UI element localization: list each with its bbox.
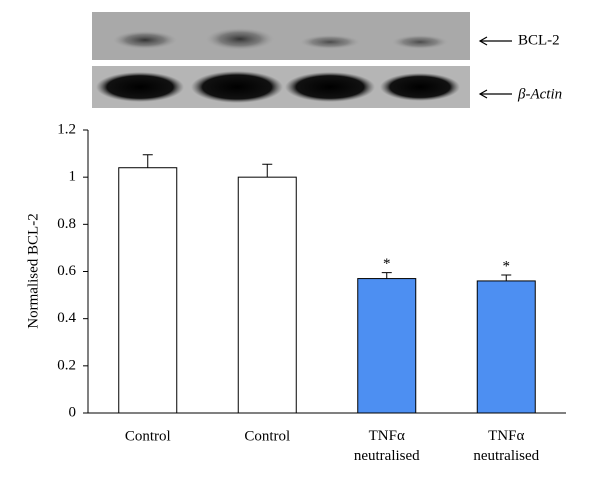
y-tick-label: 0 — [69, 404, 77, 420]
y-tick-label: 0.2 — [57, 357, 76, 373]
y-tick-label: 0.8 — [57, 216, 76, 232]
blot-band — [285, 72, 375, 102]
arrow-head — [478, 36, 488, 46]
blot-band — [300, 35, 360, 49]
y-tick-label: 0.4 — [57, 310, 76, 326]
y-tick-label: 1.2 — [57, 121, 76, 137]
bar — [476, 280, 536, 414]
bar — [357, 278, 417, 414]
x-tick-label: TNFα neutralised — [473, 428, 539, 464]
blot-band — [113, 31, 177, 49]
blot-band — [380, 73, 460, 101]
blot-band — [206, 28, 274, 50]
blot-label: BCL-2 — [518, 32, 560, 48]
x-tick-label: Control — [244, 428, 290, 444]
error-bar — [262, 163, 273, 178]
error-bar — [142, 154, 153, 168]
significance-label: * — [383, 256, 391, 272]
y-axis-label: Normalised BCL-2 — [25, 213, 41, 328]
significance-label: * — [503, 258, 511, 274]
y-tick-label: 1 — [69, 169, 77, 185]
bar — [237, 176, 297, 414]
bar — [118, 167, 178, 414]
x-tick-label: TNFα neutralised — [354, 428, 420, 464]
error-bar — [501, 274, 512, 281]
western-blot: BCL-2 β-Actin — [92, 12, 562, 108]
blot-band — [392, 35, 448, 49]
error-bar — [381, 272, 392, 279]
blot-band — [191, 71, 283, 103]
arrow-head — [478, 89, 488, 99]
y-tick-label: 0.6 — [57, 263, 76, 279]
x-tick-label: Control — [125, 428, 171, 444]
blot-band — [96, 72, 184, 102]
blot-label: β-Actin — [517, 86, 562, 102]
